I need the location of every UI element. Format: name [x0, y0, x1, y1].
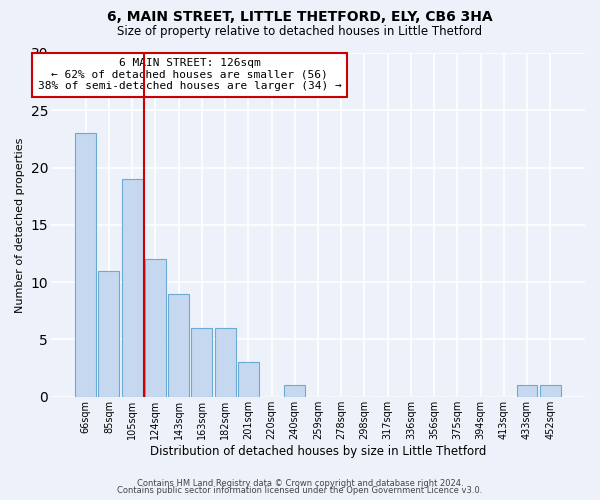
- X-axis label: Distribution of detached houses by size in Little Thetford: Distribution of detached houses by size …: [150, 444, 486, 458]
- Text: Contains HM Land Registry data © Crown copyright and database right 2024.: Contains HM Land Registry data © Crown c…: [137, 478, 463, 488]
- Bar: [145, 260, 166, 397]
- Y-axis label: Number of detached properties: Number of detached properties: [15, 137, 25, 312]
- Bar: [75, 133, 96, 397]
- Bar: [215, 328, 236, 397]
- Bar: [284, 386, 305, 397]
- Bar: [540, 386, 561, 397]
- Text: 6, MAIN STREET, LITTLE THETFORD, ELY, CB6 3HA: 6, MAIN STREET, LITTLE THETFORD, ELY, CB…: [107, 10, 493, 24]
- Bar: [238, 362, 259, 397]
- Text: 6 MAIN STREET: 126sqm
← 62% of detached houses are smaller (56)
38% of semi-deta: 6 MAIN STREET: 126sqm ← 62% of detached …: [38, 58, 341, 92]
- Bar: [122, 179, 143, 397]
- Bar: [191, 328, 212, 397]
- Text: Contains public sector information licensed under the Open Government Licence v3: Contains public sector information licen…: [118, 486, 482, 495]
- Bar: [517, 386, 538, 397]
- Bar: [168, 294, 189, 397]
- Bar: [98, 270, 119, 397]
- Text: Size of property relative to detached houses in Little Thetford: Size of property relative to detached ho…: [118, 25, 482, 38]
